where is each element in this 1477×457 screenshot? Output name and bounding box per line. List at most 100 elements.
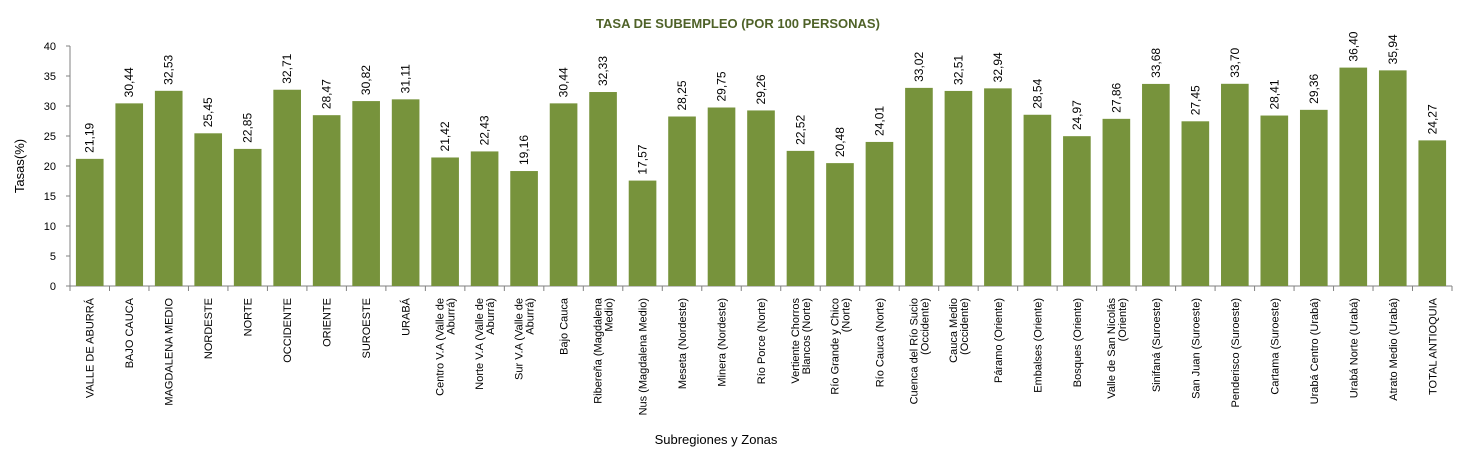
category-label-line: Sur V.A (Valle de (514, 298, 526, 380)
category-label: VALLE DE ABURRÁ (84, 297, 97, 398)
data-label: 30,82 (359, 65, 373, 95)
category-label-line: Bosques (Oriente) (1072, 298, 1084, 387)
bar (194, 133, 223, 286)
data-label: 24,97 (1070, 100, 1084, 130)
category-label-line: ORIENTE (322, 298, 334, 347)
bar (1260, 115, 1289, 286)
bar (391, 99, 420, 286)
data-label: 30,44 (122, 67, 136, 97)
bar (668, 116, 696, 286)
category-label-line: Nus (Magdalena Medio) (638, 298, 650, 415)
bar (154, 90, 183, 286)
data-label: 28,41 (1267, 79, 1281, 109)
bar (1418, 140, 1447, 286)
data-label: 25,45 (201, 97, 215, 127)
category-label-line: MAGDALENA MEDIO (164, 298, 176, 406)
category-label-line: Cuenca del Río Sucio (908, 298, 920, 404)
bar (786, 150, 815, 286)
data-label: 28,54 (1030, 78, 1044, 108)
bar (233, 148, 262, 286)
category-label: Atrato Medio (Urabá) (1388, 298, 1400, 401)
category-label: Urabá Norte (Urabá) (1348, 298, 1360, 398)
bar (273, 89, 301, 287)
data-label: 22,52 (793, 115, 807, 145)
bar (984, 88, 1012, 286)
category-label: Páramo (Oriente) (993, 298, 1005, 383)
category-label-line: San Juan (Suroeste) (1190, 298, 1202, 399)
bar (1181, 121, 1210, 286)
category-label: San Juan (Suroeste) (1190, 298, 1202, 399)
category-label-line: Minera (Nordeste) (717, 298, 729, 387)
category-label-line: Sinifaná (Suroeste) (1151, 298, 1163, 392)
category-label: Norte V.A (Valle deAburrá) (474, 298, 497, 390)
bar (1339, 67, 1368, 286)
bar (905, 87, 933, 286)
category-label-line: Páramo (Oriente) (993, 298, 1005, 383)
data-label: 21,42 (438, 121, 452, 151)
bar (549, 103, 578, 286)
category-label-line: NORDESTE (203, 298, 215, 359)
data-label: 30,44 (557, 67, 571, 97)
y-tick-label: 15 (44, 191, 56, 203)
bar (75, 158, 104, 286)
data-label: 22,85 (241, 113, 255, 143)
category-label-line: Aburrá) (525, 298, 537, 335)
category-label-line: Norte V.A (Valle de (474, 298, 486, 390)
category-label-line: NORTE (243, 298, 255, 336)
category-label: Bosques (Oriente) (1072, 298, 1084, 387)
category-label: Río Cauca (Norte) (874, 298, 886, 387)
category-label-line: Ribereña (Magdalena (593, 297, 605, 404)
data-label: 17,57 (636, 144, 650, 174)
category-label-line: BAJO CAUCA (124, 297, 136, 368)
category-label: Penderisco (Suroeste) (1230, 298, 1242, 407)
category-label-line: Bajo Cauca (559, 297, 571, 355)
category-label-line: Urabá Centro (Urabá) (1309, 298, 1321, 404)
data-label: 28,25 (675, 80, 689, 110)
plot-area: 0 5 10 15 20 25 30 35 40 21,19 VALLE DE ABURRÁ 30,4… (44, 31, 1453, 415)
y-axis-label: Tasas(%) (12, 139, 27, 193)
category-label: NORTE (243, 298, 255, 336)
data-label: 27,86 (1109, 82, 1123, 112)
category-label-line: Cartama (Suroeste) (1269, 298, 1281, 395)
bar (1221, 83, 1249, 286)
category-label-line: Urabá Norte (Urabá) (1348, 298, 1360, 398)
bar (510, 171, 538, 286)
category-label: Centro V.A (Valle deAburrá) (435, 298, 458, 396)
x-axis-label: Subregiones y Zonas (655, 432, 778, 447)
y-tick-label: 40 (44, 41, 56, 53)
category-label-line: Medio) (604, 298, 616, 332)
category-label-line: URABÁ (400, 297, 413, 336)
data-label: 27,45 (1188, 85, 1202, 115)
y-tick-label: 25 (44, 131, 56, 143)
category-label-line: Cauca Medio (948, 298, 960, 363)
bar (352, 101, 380, 286)
data-label: 24,27 (1425, 104, 1439, 134)
data-label: 29,36 (1307, 73, 1321, 103)
data-label: 36,40 (1346, 31, 1360, 61)
data-label: 22,43 (478, 115, 492, 145)
category-label-line: Aburrá) (446, 298, 458, 335)
category-label: Meseta (Nordeste) (677, 298, 689, 389)
category-label-line: (Occidente) (959, 298, 971, 355)
category-label-line: Centro V.A (Valle de (435, 298, 447, 396)
category-label: MAGDALENA MEDIO (164, 298, 176, 406)
category-label-line: Río Cauca (Norte) (874, 298, 886, 387)
data-label: 29,26 (754, 74, 768, 104)
category-label: Vertiente ChorrosBlancos (Norte) (790, 298, 813, 384)
bar (1378, 70, 1407, 286)
category-label: Valle de San Nicolás(Oriente) (1106, 298, 1129, 399)
category-label-line: Valle de San Nicolás (1106, 298, 1118, 399)
category-label-line: Atrato Medio (Urabá) (1388, 298, 1400, 401)
y-tick-label: 20 (44, 161, 56, 173)
bar (1023, 114, 1052, 286)
data-label: 29,75 (715, 71, 729, 101)
category-label-line: Río Grande y Chico (829, 298, 841, 395)
data-label: 35,94 (1386, 34, 1400, 64)
category-label: URABÁ (400, 297, 413, 336)
category-label-line: OCCIDENTE (282, 298, 294, 363)
data-label: 28,47 (320, 79, 334, 109)
y-tick-label: 5 (50, 251, 56, 263)
category-label: Cauca Medio(Occidente) (948, 298, 971, 363)
